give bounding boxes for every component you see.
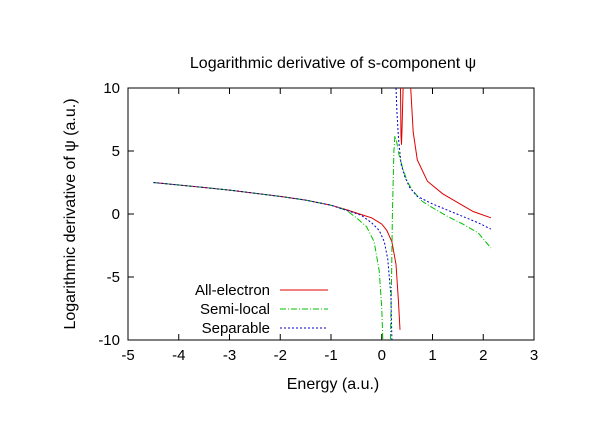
y-axis-label: Logarithmic derivative of ψ (a.u.) bbox=[62, 98, 79, 329]
x-tick-label: -3 bbox=[223, 347, 236, 364]
series-line-semi-local bbox=[153, 182, 384, 340]
series-line-separable bbox=[395, 88, 492, 230]
x-tick-label: 2 bbox=[479, 347, 487, 364]
legend-label-all-electron: All-electron bbox=[195, 282, 270, 299]
y-tick-label: 0 bbox=[112, 206, 120, 223]
series-line-all-electron bbox=[153, 182, 401, 330]
series-line-all-electron bbox=[400, 88, 404, 145]
series-line-semi-local bbox=[389, 135, 492, 340]
x-tick-label: 3 bbox=[530, 347, 538, 364]
y-tick-label: 5 bbox=[112, 143, 120, 160]
x-axis-label: Energy (a.u.) bbox=[287, 376, 379, 393]
chart-title: Logarithmic derivative of s-component ψ bbox=[190, 55, 476, 72]
series-line-all-electron bbox=[410, 88, 492, 219]
x-tick-label: 0 bbox=[378, 347, 386, 364]
x-tick-label: -2 bbox=[274, 347, 287, 364]
x-tick-label: 1 bbox=[428, 347, 436, 364]
x-tick-label: -5 bbox=[121, 347, 134, 364]
y-tick-label: 10 bbox=[103, 80, 120, 97]
x-tick-label: -4 bbox=[172, 347, 185, 364]
legend-label-separable: Separable bbox=[202, 320, 270, 337]
x-tick-label: -1 bbox=[324, 347, 337, 364]
plot-frame bbox=[127, 87, 535, 341]
legend-label-semi-local: Semi-local bbox=[200, 301, 270, 318]
y-tick-label: -10 bbox=[98, 332, 120, 349]
series-line-separable bbox=[153, 182, 393, 340]
legend: All-electron Semi-local Separable bbox=[195, 282, 328, 337]
y-tick-label: -5 bbox=[107, 269, 120, 286]
